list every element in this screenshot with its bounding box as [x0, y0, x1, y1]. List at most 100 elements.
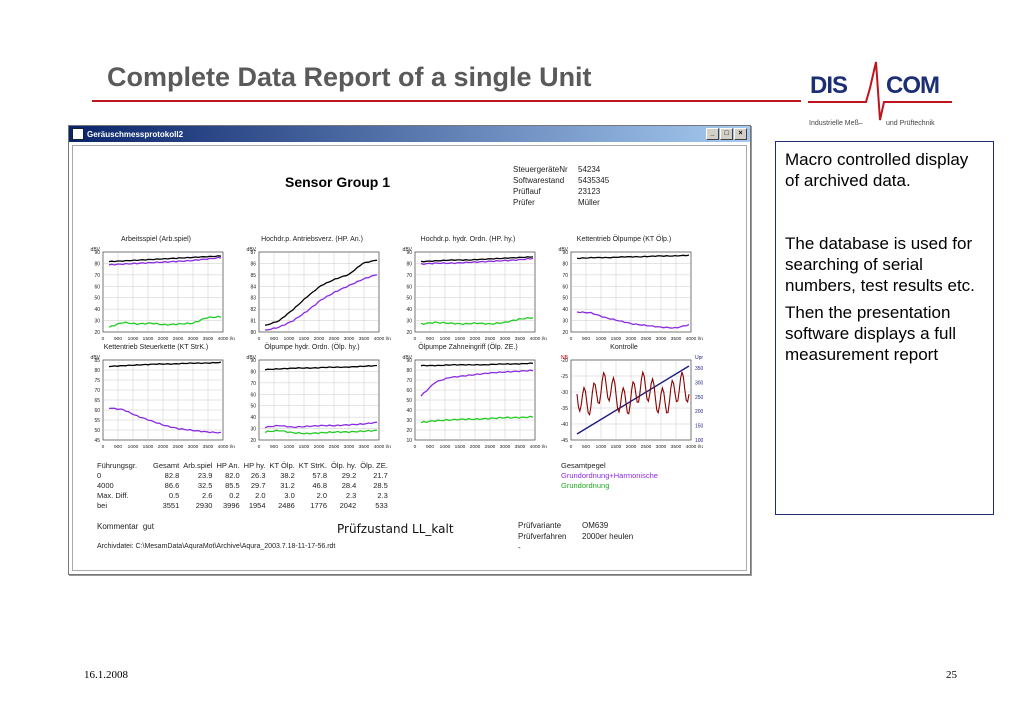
- y-unit-label: dBV: [91, 247, 101, 253]
- stats-row: bei 3551 2930 3996 1954 2486 1776 2042 5…: [97, 500, 392, 510]
- stats-cell: 2042: [339, 500, 357, 510]
- chart-title: Arbeitsspiel (Arb.spiel): [120, 236, 192, 243]
- x-tick-label: 4000: [218, 444, 229, 450]
- variant-key: -: [518, 543, 521, 552]
- stats-cell: 2.0: [255, 490, 266, 500]
- y-tick-label: 80: [94, 368, 100, 374]
- series-fundamental-line: [420, 415, 534, 424]
- y-tick-label: 60: [562, 284, 568, 290]
- series-harmonic-line: [420, 257, 534, 265]
- stats-cell: 31.2: [280, 480, 295, 490]
- legend-item: Grundordnung+Harmonische: [561, 471, 658, 480]
- y-tick-label: 90: [406, 358, 412, 364]
- x-tick-label: 2000: [626, 444, 637, 450]
- x-tick-label: 4000: [686, 336, 697, 342]
- app-icon: [72, 128, 84, 140]
- series-fundamental-line: [420, 316, 534, 326]
- y-tick-label: -45: [561, 438, 568, 444]
- archive-path: Archivdatei: C:\MesamData\AquraMot\Archi…: [97, 543, 336, 550]
- logo-left: DIS: [810, 72, 848, 99]
- stats-cell: 4000: [97, 480, 114, 490]
- window-titlebar[interactable]: Geräuschmessprotokoll2 _ □ ×: [69, 126, 750, 142]
- x-unit-label: l/rd: [230, 336, 235, 342]
- y-tick-label: 86: [250, 261, 256, 267]
- x-tick-label: 2500: [173, 444, 184, 450]
- stats-cell: 57.8: [312, 470, 327, 480]
- report-client-area: Sensor Group 1 SteuergeräteNr 54234 Softw…: [72, 145, 747, 571]
- y-tick-label: 85: [250, 273, 256, 279]
- x-unit-label: l/rd: [542, 444, 547, 450]
- stats-row: Max. Diff. 0.5 2.6 0.2 2.0 3.0 2.0 2.3 2…: [97, 490, 392, 500]
- stats-cell: 3.0: [284, 490, 295, 500]
- stats-cell: 2.6: [202, 490, 213, 500]
- y-tick-label: 80: [406, 261, 412, 267]
- stats-cell: 3996: [222, 500, 240, 510]
- y-tick-label: 60: [406, 388, 412, 394]
- chart-panel: Kontrolle -20 -25 -30 -35 -40 -45 NB 0 500 1000 150…: [545, 344, 703, 456]
- variant-value: OM639: [582, 521, 609, 530]
- x-tick-label: 3500: [515, 336, 526, 342]
- series-fundamental-line: [264, 429, 378, 435]
- maximize-button[interactable]: □: [720, 128, 733, 140]
- x-tick-label: 3000: [188, 444, 199, 450]
- info-value: 54234: [578, 165, 601, 174]
- y-tick-label: 60: [406, 284, 412, 290]
- close-button[interactable]: ×: [734, 128, 747, 140]
- stats-row: 0 82.8 23.9 82.0 26.3 38.2 57.8 29.2 21.…: [97, 470, 392, 480]
- x-tick-label: 1000: [284, 336, 295, 342]
- chart-title: Kettentrieb Steuerkette (KT StrK.): [103, 344, 209, 351]
- logo-sub-left: Industrielle Meß–: [809, 120, 863, 127]
- stats-header: HP hy.: [243, 460, 266, 470]
- chart-title: Hochdr.p. Antriebsverz. (HP. An.): [261, 236, 363, 243]
- stats-header: Führungsgr.: [97, 460, 138, 470]
- y-tick-label: 90: [250, 358, 256, 364]
- y-tick-label: 40: [406, 408, 412, 414]
- x-tick-label: 2000: [158, 444, 169, 450]
- stats-header: KT StrK.: [298, 460, 327, 470]
- info-value: 23123: [578, 187, 601, 196]
- x-tick-label: 0: [570, 336, 573, 342]
- x-unit-label: l/rd: [386, 444, 391, 450]
- y-tick-label: 70: [94, 273, 100, 279]
- stats-row: 4000 86.6 32.5 85.5 29.7 31.2 46.8 28.4 …: [97, 480, 392, 490]
- stats-cell: 1776: [310, 500, 327, 510]
- stats-cell: 2930: [195, 500, 213, 510]
- y-tick-label: 90: [562, 250, 568, 256]
- x-tick-label: 3000: [344, 336, 355, 342]
- y-unit-label: dBV: [247, 355, 257, 361]
- x-unit-label: l/rd: [542, 336, 547, 342]
- x-tick-label: 1000: [440, 444, 451, 450]
- y-tick-label: 60: [94, 284, 100, 290]
- x-tick-label: 2500: [485, 336, 496, 342]
- minimize-button[interactable]: _: [706, 128, 719, 140]
- report-window: Geräuschmessprotokoll2 _ □ × Sensor Grou…: [68, 125, 751, 575]
- y-tick-label: 50: [406, 398, 412, 404]
- stats-cell: 46.8: [312, 480, 327, 490]
- chart-title: Ölpumpe Zahneingriff (Ölp. ZE.): [418, 344, 518, 351]
- x-tick-label: 1000: [128, 444, 139, 450]
- y-tick-label: 81: [250, 319, 256, 325]
- y-tick-label: 82: [250, 307, 256, 313]
- chart-panel: Kettentrieb Steuerkette (KT StrK.) 85 80 75…: [77, 344, 235, 456]
- chart-panel: Ölpumpe Zahneingriff (Ölp. ZE.) 90 80 70 60 5…: [389, 344, 547, 456]
- comment: Kommentar gut: [97, 522, 154, 531]
- info-key: Prüflauf: [513, 187, 541, 196]
- y-unit-label: dBV: [559, 247, 569, 253]
- x-tick-label: 3500: [359, 336, 370, 342]
- test-state: Prüfzustand LL_kalt: [337, 522, 454, 536]
- series-harmonic-line: [420, 369, 534, 397]
- x-tick-label: 3500: [515, 444, 526, 450]
- chart-svg: -20 -25 -30 -35 -40 -45 NB 0 500 1000 1500 2000 2500…: [561, 355, 703, 450]
- series-harmonic-line: [108, 256, 222, 266]
- x-unit-label: l/rd: [698, 444, 703, 450]
- stats-cell: 82.0: [225, 470, 240, 480]
- stats-cell: bei: [97, 500, 108, 510]
- x-tick-label: 0: [258, 336, 261, 342]
- y-tick-label: 40: [250, 415, 256, 421]
- stats-cell: 1954: [248, 500, 266, 510]
- description-paragraph: The database is used for searching of se…: [785, 234, 975, 295]
- y-tick-label: 20: [94, 330, 100, 336]
- x-tick-label: 900: [270, 336, 278, 342]
- y-tick-label: -40: [561, 422, 568, 428]
- stats-cell: 0.2: [229, 490, 240, 500]
